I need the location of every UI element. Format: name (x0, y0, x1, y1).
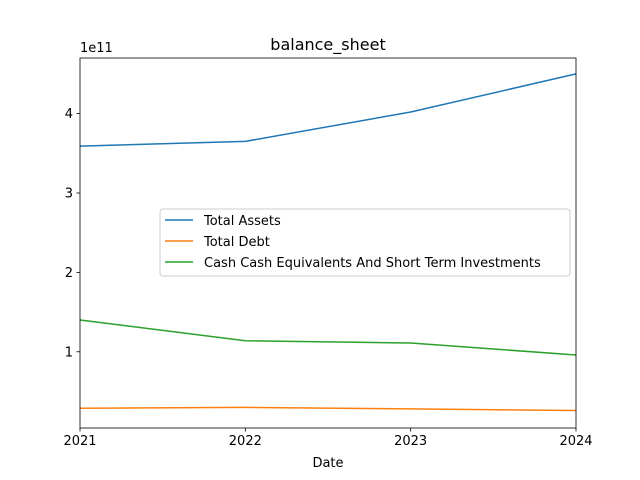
y-tick-label: 1 (65, 345, 73, 360)
series-line-0 (79, 73, 577, 147)
y-tick-label: 4 (65, 107, 73, 122)
series-line-2 (79, 319, 577, 356)
legend-box (159, 208, 571, 277)
legend-label-0: Total Assets (203, 214, 281, 229)
x-axis-label: Date (312, 456, 343, 471)
axes-frame (79, 57, 577, 429)
x-tick-label: 2023 (394, 434, 427, 449)
y-offset-label: 1e11 (80, 41, 113, 56)
legend-label-1: Total Debt (203, 235, 270, 250)
y-tick-label: 3 (65, 186, 73, 201)
y-tick-label: 2 (65, 266, 73, 281)
plot-area: 2021 2022 2023 2024 1 2 3 4 Total Assets Total De… (63, 57, 593, 449)
x-tick-label: 2021 (63, 434, 96, 449)
chart-title: balance_sheet (270, 35, 385, 55)
series-line-1 (79, 406, 577, 412)
legend-label-2: Cash Cash Equivalents And Short Term Inv… (204, 256, 541, 271)
x-tick-label: 2024 (559, 434, 592, 449)
x-tick-label: 2022 (229, 434, 262, 449)
